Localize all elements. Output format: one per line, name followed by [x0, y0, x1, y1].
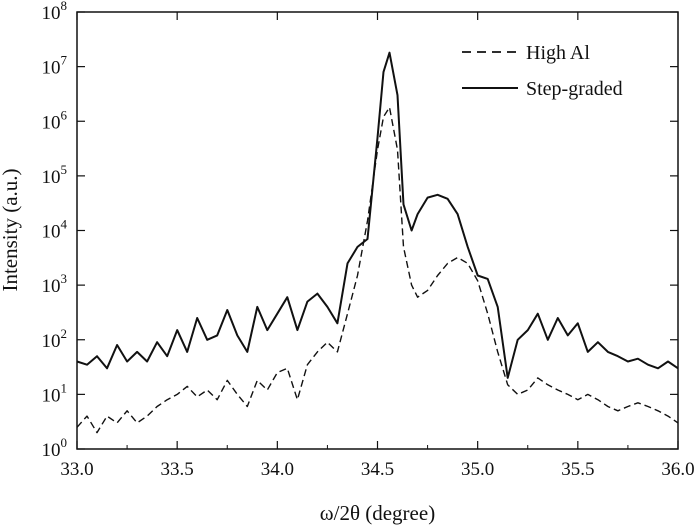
y-tick-label: 104: [42, 217, 68, 243]
y-axis: 100 101 102 103 104 105 106 107 108: [42, 0, 678, 461]
x-axis-title: ω/2θ (degree): [320, 501, 435, 525]
legend-label-high-al: High Al: [526, 42, 590, 64]
x-tick-label: 36.0: [661, 459, 694, 480]
y-tick-label: 102: [42, 326, 68, 352]
x-axis: 33.0 33.5 34.0 34.5 35.0 35.5 36.0: [60, 12, 695, 480]
y-tick-label: 108: [42, 0, 68, 24]
y-tick-label: 105: [42, 162, 68, 188]
y-tick-label: 107: [42, 53, 68, 79]
x-tick-label: 33.0: [60, 459, 93, 480]
series-line-step-graded: [76, 51, 679, 379]
x-tick-label: 35.5: [561, 459, 594, 480]
legend-label-step-graded: Step-graded: [526, 78, 623, 100]
series-layer: [76, 51, 679, 434]
y-tick-label: 101: [42, 380, 68, 406]
y-tick-label: 106: [42, 107, 68, 133]
series-line-high-al: [76, 106, 679, 434]
legend: High Al Step-graded: [462, 42, 623, 100]
x-tick-label: 34.5: [361, 459, 394, 480]
x-tick-label: 33.5: [161, 459, 194, 480]
x-tick-label: 34.0: [261, 459, 294, 480]
y-tick-label: 103: [42, 271, 68, 297]
x-tick-label: 35.0: [461, 459, 494, 480]
y-tick-label: 100: [42, 435, 68, 461]
y-axis-title: Intensity (a.u.): [0, 168, 22, 291]
